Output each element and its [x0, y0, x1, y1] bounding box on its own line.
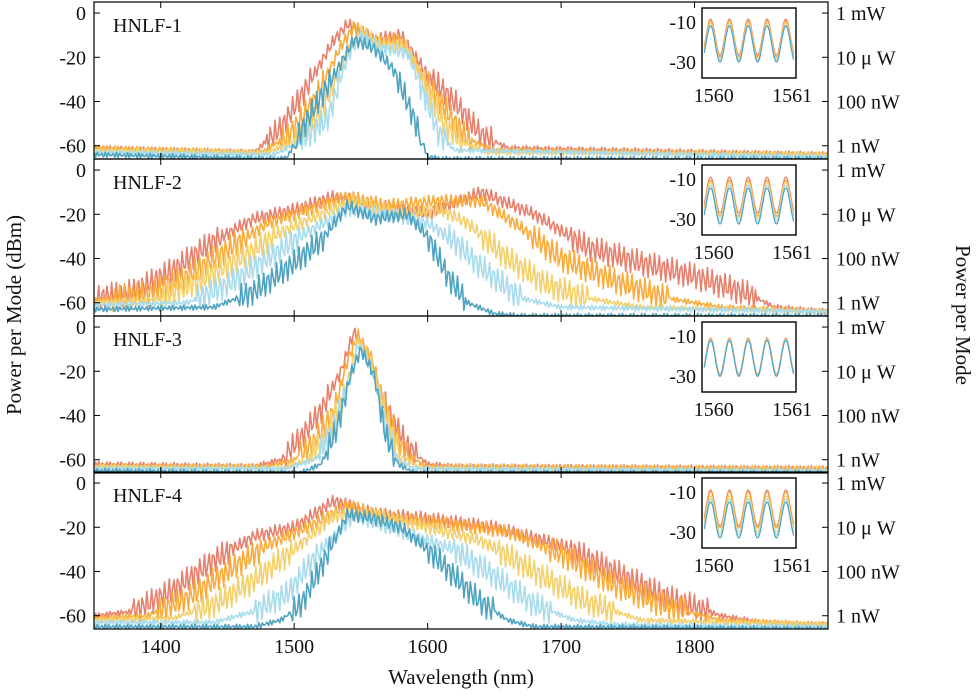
inset-y-tick-label: -30: [669, 366, 696, 388]
y-tick-label-left: -60: [59, 136, 86, 158]
panel-frame: [93, 471, 829, 630]
inset-y-tick-label: -30: [669, 52, 696, 74]
series-line-4: [94, 28, 828, 159]
y-tick-label-right: 10 μ W: [836, 204, 896, 226]
inset-series-2: [703, 491, 795, 529]
inset-series-5: [703, 339, 795, 378]
inset-series-5: [703, 501, 795, 539]
y-tick-label-right: 1 mW: [836, 317, 886, 339]
series-line-2: [94, 500, 828, 628]
x-axis-label: Wavelength (nm): [388, 665, 534, 689]
y-tick-label-left: -20: [59, 361, 86, 383]
y-tick-label-left: -40: [59, 406, 86, 428]
y-tick-label-left: -40: [59, 249, 86, 271]
y-tick-label-right: 100 nW: [836, 562, 900, 584]
y-tick-label-left: 0: [76, 317, 86, 339]
x-tick-label: 1800: [675, 636, 715, 658]
x-tick-label: 1400: [141, 636, 181, 658]
series-line-4: [94, 203, 828, 315]
y-tick-label-left: -40: [59, 562, 86, 584]
series-line-5: [94, 199, 828, 316]
inset-y-tick-label: -10: [669, 12, 696, 34]
y-tick-label-right: 100 nW: [836, 249, 900, 271]
y-tick-label-right: 1 nW: [836, 606, 880, 628]
inset-y-tick-label: -10: [669, 482, 696, 504]
inset-series-5: [703, 25, 795, 63]
inset-x-tick-label: 1560: [694, 242, 734, 264]
y-axis-label-left: Power per Mode (dBm): [2, 215, 26, 415]
y-tick-label-left: 0: [76, 473, 86, 495]
y-tick-label-left: 0: [76, 160, 86, 182]
y-tick-label-left: -20: [59, 47, 86, 69]
y-tick-label-right: 1 mW: [836, 160, 886, 182]
inset-y-tick-label: -10: [669, 326, 696, 348]
y-tick-label-right: 1 nW: [836, 136, 880, 158]
inset-x-tick-label: 1560: [694, 85, 734, 107]
panel-label: HNLF-4: [113, 485, 182, 507]
series-line-4: [94, 509, 828, 629]
series-line-3: [94, 506, 828, 629]
inset-x-tick-label: 1561: [772, 555, 812, 577]
y-tick-label-right: 1 mW: [836, 473, 886, 495]
y-tick-label-right: 100 nW: [836, 92, 900, 114]
y-tick-label-left: -20: [59, 517, 86, 539]
y-tick-label-right: 100 nW: [836, 406, 900, 428]
y-tick-label-left: 0: [76, 3, 86, 25]
y-tick-label-right: 10 μ W: [836, 517, 896, 539]
panel-label: HNLF-3: [113, 329, 182, 351]
series-line-5: [94, 507, 828, 629]
x-tick-label: 1700: [541, 636, 581, 658]
inset: -10 -30 1560 1561: [669, 477, 812, 577]
series-line-2: [94, 191, 828, 315]
y-tick-label-left: -20: [59, 204, 86, 226]
panel-hnlf-4: HNLF-4 0 -20 -40 -60 1 mW 10 μ W 100 nW 1 nW 1400…: [59, 471, 900, 658]
inset-x-tick-label: 1560: [694, 399, 734, 421]
inset: -10 -30 1560 1561: [669, 164, 812, 264]
y-tick-label-right: 1 nW: [836, 450, 880, 472]
x-tick-label: 1600: [408, 636, 448, 658]
inset: -10 -30 1560 1561: [669, 7, 812, 107]
x-tick-label: 1500: [274, 636, 314, 658]
y-tick-label-left: -40: [59, 92, 86, 114]
panel-label: HNLF-1: [113, 15, 182, 37]
inset-y-tick-label: -30: [669, 209, 696, 231]
inset-x-tick-label: 1561: [772, 242, 812, 264]
inset-y-tick-label: -30: [669, 522, 696, 544]
y-tick-label-right: 1 mW: [836, 3, 886, 25]
series-line-4: [94, 343, 828, 473]
inset-y-tick-label: -10: [669, 169, 696, 191]
y-axis-label-right: Power per Mode: [951, 245, 975, 385]
y-tick-label-right: 1 nW: [836, 293, 880, 315]
inset-x-tick-label: 1561: [772, 399, 812, 421]
inset: -10 -30 1560 1561: [669, 321, 812, 421]
y-tick-label-right: 10 μ W: [836, 361, 896, 383]
y-tick-label-left: -60: [59, 293, 86, 315]
y-tick-label-left: -60: [59, 606, 86, 628]
panel-frame: [93, 315, 829, 474]
series-line-1: [94, 186, 828, 315]
inset-series-5: [703, 187, 795, 225]
inset-x-tick-label: 1561: [772, 85, 812, 107]
y-tick-label-right: 10 μ W: [836, 47, 896, 69]
panel-label: HNLF-2: [113, 172, 182, 194]
inset-x-tick-label: 1560: [694, 555, 734, 577]
y-tick-label-left: -60: [59, 450, 86, 472]
